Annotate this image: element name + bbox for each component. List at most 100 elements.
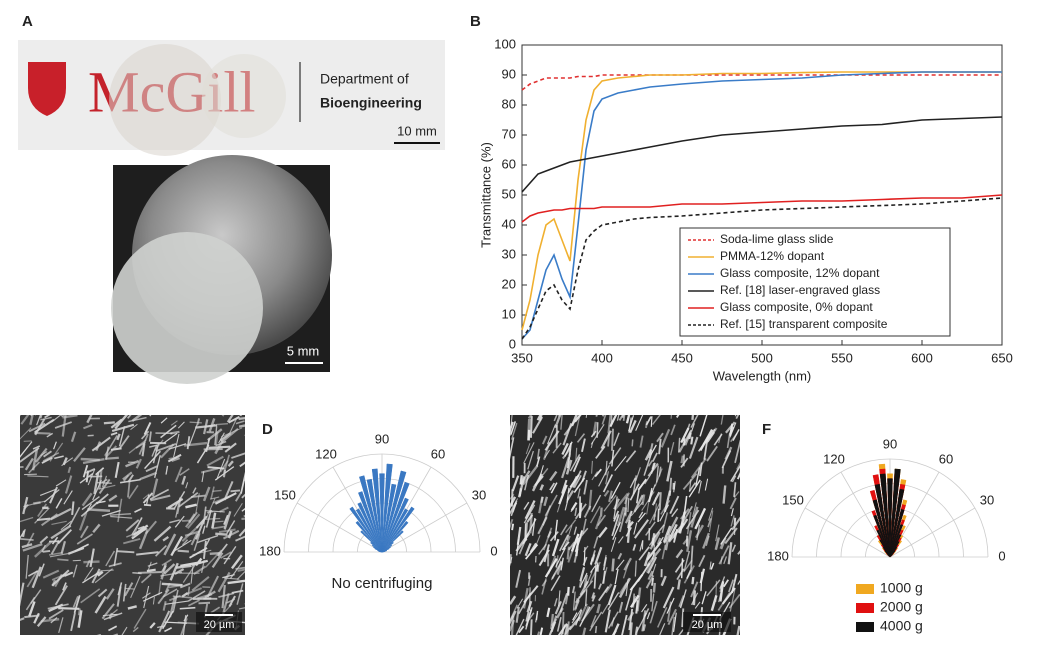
legend-swatch bbox=[856, 622, 874, 632]
fiber bbox=[575, 407, 576, 414]
fiber bbox=[662, 396, 672, 412]
fiber bbox=[706, 406, 707, 413]
fiber bbox=[249, 421, 259, 427]
theta-tick-label: 180 bbox=[259, 543, 281, 558]
fiber bbox=[632, 439, 633, 446]
x-axis-label: Wavelength (nm) bbox=[713, 368, 812, 383]
theta-tick-label: 150 bbox=[782, 492, 804, 507]
fiber bbox=[230, 490, 240, 491]
fiber bbox=[580, 581, 581, 588]
fiber bbox=[507, 404, 512, 415]
x-tick-label: 650 bbox=[991, 350, 1013, 365]
fiber bbox=[247, 609, 263, 622]
legend-swatch bbox=[856, 603, 874, 613]
fiber bbox=[182, 520, 190, 521]
y-tick-label: 40 bbox=[502, 216, 516, 231]
fiber bbox=[580, 503, 581, 518]
fiber bbox=[61, 400, 75, 415]
y-tick-label: 0 bbox=[509, 336, 516, 351]
panel-label: F bbox=[762, 421, 771, 438]
fiber bbox=[745, 577, 747, 588]
fiber bbox=[596, 626, 597, 633]
panel-label: D bbox=[262, 421, 273, 438]
fiber bbox=[104, 422, 115, 423]
fiber bbox=[612, 429, 613, 451]
legend-label: PMMA-12% dopant bbox=[720, 249, 825, 263]
fiber bbox=[148, 398, 167, 411]
fiber bbox=[204, 519, 220, 520]
fiber bbox=[144, 505, 151, 506]
theta-tick-label: 0 bbox=[998, 548, 1005, 563]
theta-tick-label: 180 bbox=[767, 548, 789, 563]
fiber bbox=[161, 403, 162, 413]
y-tick-label: 50 bbox=[502, 186, 516, 201]
fiber bbox=[679, 438, 680, 453]
scale-bar-label: 20 µm bbox=[204, 619, 235, 631]
fiber bbox=[742, 564, 750, 574]
legend-label: 2000 g bbox=[880, 599, 923, 615]
fiber bbox=[117, 551, 134, 552]
y-axis-label: Transmittance (%) bbox=[478, 142, 493, 248]
fiber bbox=[138, 572, 162, 573]
fiber bbox=[511, 402, 512, 411]
fiber bbox=[147, 570, 156, 571]
fiber bbox=[245, 457, 255, 458]
y-tick-label: 60 bbox=[502, 156, 516, 171]
legend-label: Soda-lime glass slide bbox=[720, 232, 834, 246]
fiber bbox=[246, 450, 267, 457]
fiber bbox=[531, 619, 532, 639]
fiber bbox=[531, 416, 532, 438]
fiber bbox=[742, 507, 745, 516]
fiber bbox=[601, 508, 602, 517]
fiber bbox=[596, 405, 600, 417]
fiber bbox=[520, 488, 521, 496]
fiber bbox=[100, 570, 113, 571]
fiber bbox=[745, 546, 748, 554]
y-tick-label: 20 bbox=[502, 276, 516, 291]
theta-tick-label: 120 bbox=[823, 451, 845, 466]
fiber bbox=[72, 501, 73, 515]
fiber bbox=[632, 401, 640, 414]
fiber bbox=[692, 407, 693, 420]
x-tick-label: 550 bbox=[831, 350, 853, 365]
scale-bar-label: 10 mm bbox=[397, 123, 437, 138]
fiber bbox=[43, 551, 50, 552]
fiber bbox=[244, 461, 255, 481]
series-line bbox=[522, 195, 1002, 222]
fiber bbox=[216, 424, 228, 425]
fiber bbox=[636, 600, 637, 613]
fiber bbox=[31, 410, 40, 416]
fiber bbox=[190, 422, 202, 423]
theta-tick-label: 90 bbox=[883, 436, 897, 451]
fiber bbox=[700, 397, 701, 413]
fiber bbox=[530, 513, 531, 533]
fiber bbox=[176, 397, 181, 411]
fiber bbox=[717, 398, 729, 413]
fiber bbox=[65, 413, 73, 414]
fiber bbox=[249, 418, 261, 419]
fiber bbox=[682, 456, 683, 463]
fiber bbox=[234, 411, 250, 412]
fiber bbox=[35, 406, 43, 415]
y-tick-label: 30 bbox=[502, 246, 516, 261]
fiber bbox=[215, 534, 227, 535]
fiber bbox=[245, 568, 267, 574]
fiber bbox=[643, 624, 644, 630]
fiber bbox=[34, 433, 50, 434]
fiber bbox=[633, 594, 634, 608]
theta-tick-label: 150 bbox=[274, 487, 296, 502]
fiber bbox=[512, 524, 513, 530]
scale-bar-label: 20 µm bbox=[692, 619, 723, 631]
fiber bbox=[741, 499, 755, 517]
fiber bbox=[694, 590, 695, 605]
fiber bbox=[691, 437, 692, 445]
fiber bbox=[505, 597, 508, 605]
fiber bbox=[551, 406, 555, 412]
fiber bbox=[209, 447, 231, 448]
fiber bbox=[87, 509, 110, 510]
legend-label: Ref. [15] transparent composite bbox=[720, 317, 888, 331]
x-tick-label: 350 bbox=[511, 350, 533, 365]
fiber bbox=[670, 478, 671, 496]
